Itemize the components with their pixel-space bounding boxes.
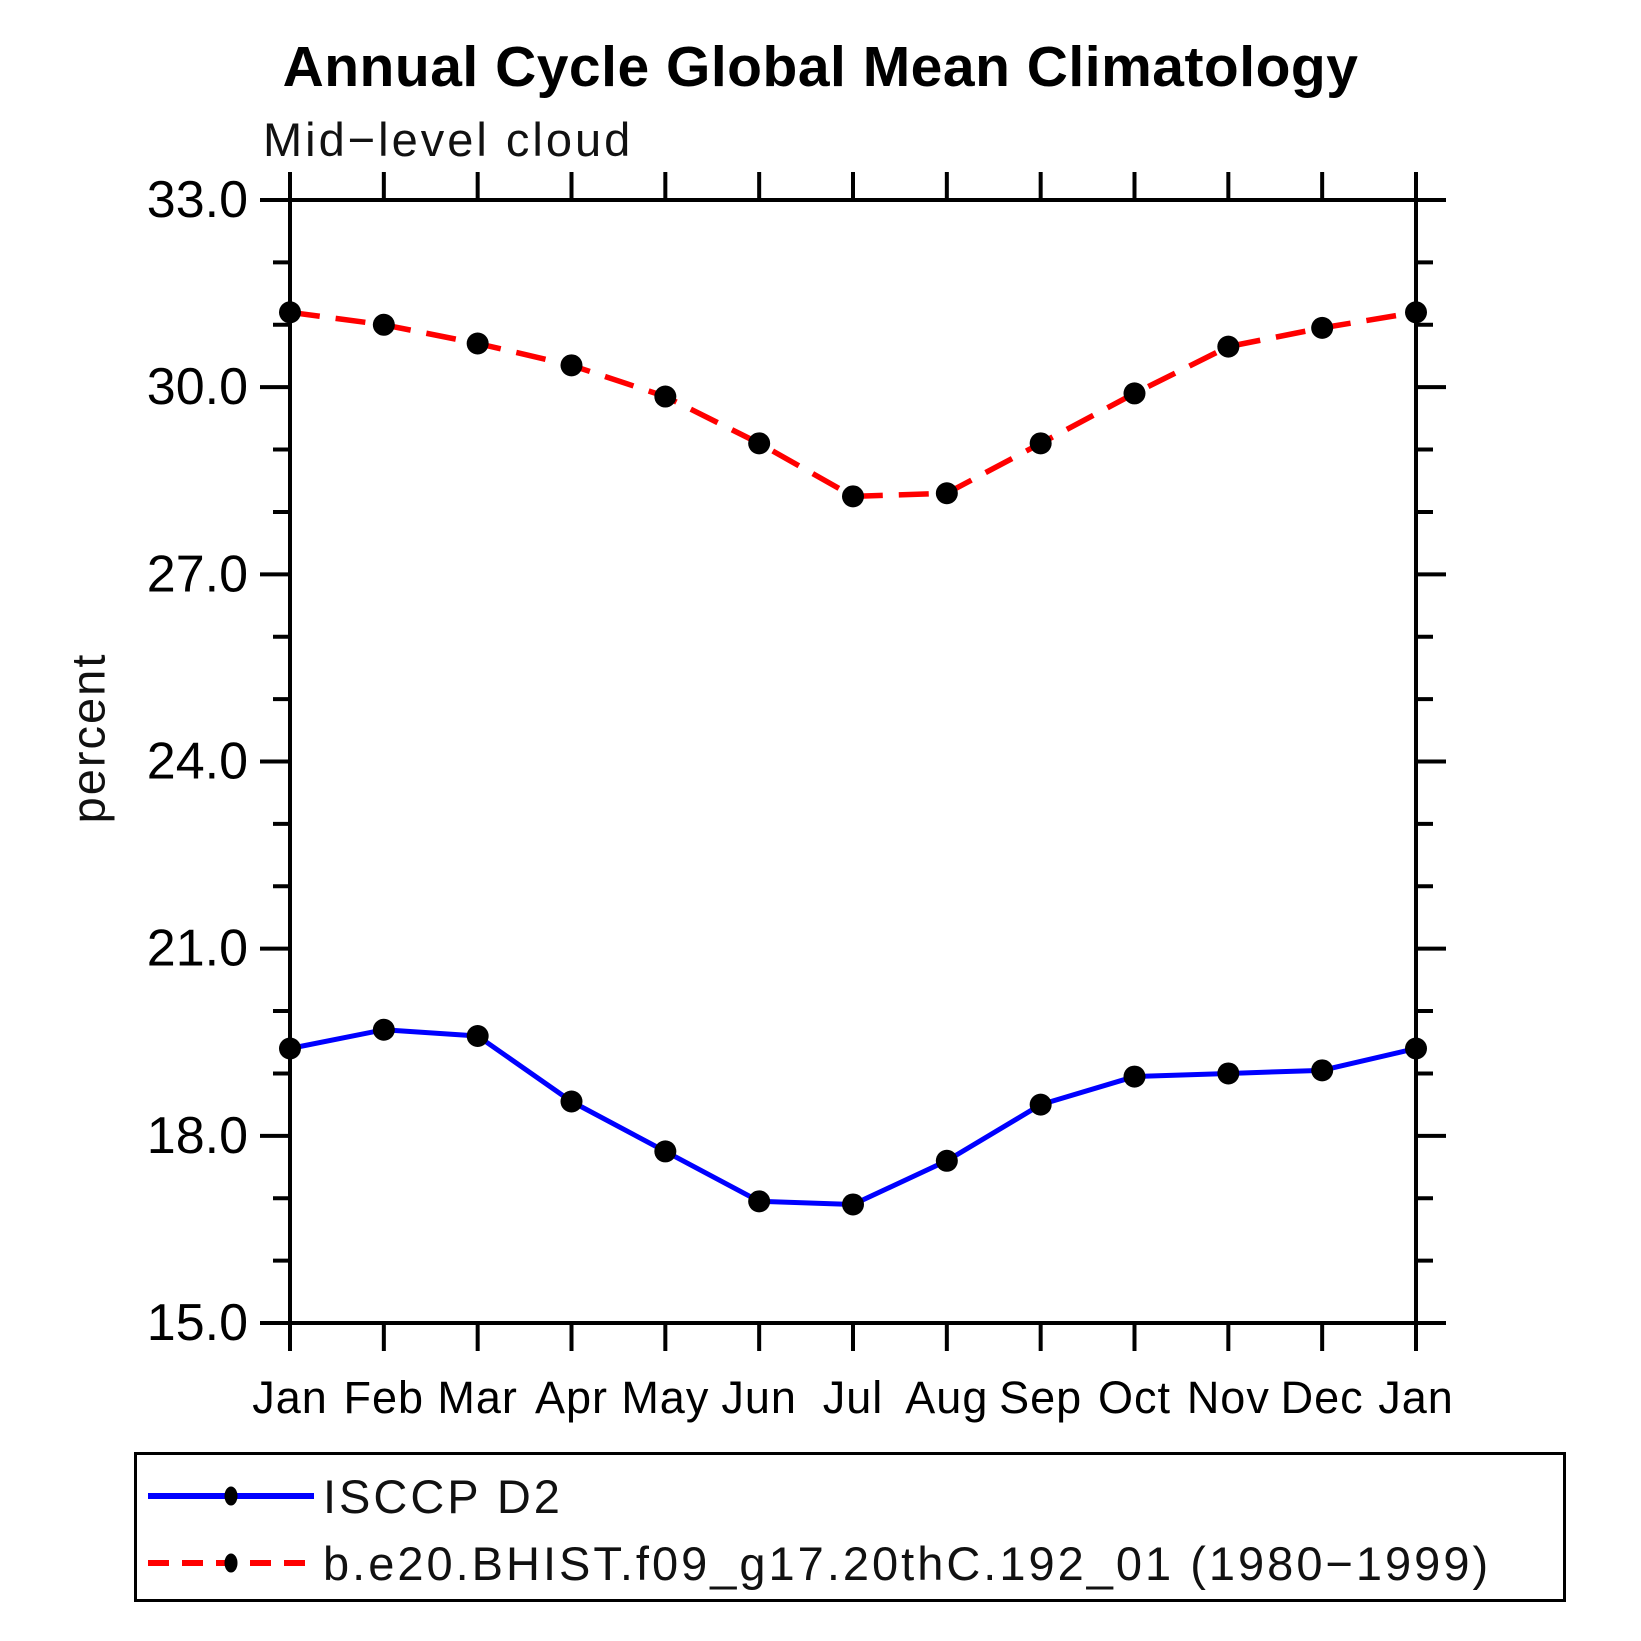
series-line-1 — [289, 309, 1417, 500]
x-tick-label: May — [621, 1372, 709, 1423]
legend-item-model-run: b.e20.BHIST.f09_g17.20thC.192_01 (1980−1… — [145, 1537, 1491, 1590]
x-tick-label: Jul — [823, 1372, 884, 1423]
x-tick-label: Feb — [344, 1372, 425, 1423]
data-point-marker — [560, 1090, 583, 1113]
x-tick-label: Jan — [1378, 1372, 1454, 1423]
legend-sample-line-dashed — [148, 1553, 314, 1573]
data-point-marker — [1029, 432, 1052, 455]
data-point-marker — [466, 1025, 489, 1048]
data-point-marker — [1029, 1093, 1052, 1116]
x-tick-label: Sep — [999, 1372, 1082, 1423]
data-point-marker — [748, 1190, 771, 1213]
y-tick-label: 27.0 — [147, 545, 248, 603]
data-point-marker — [1123, 382, 1146, 405]
y-axis-label: percent — [61, 652, 115, 824]
data-point-marker — [1217, 1062, 1240, 1085]
data-point-marker — [279, 1037, 301, 1060]
data-point-marker — [842, 1193, 864, 1216]
data-point-marker — [372, 1018, 395, 1041]
y-tick-label: 21.0 — [147, 920, 248, 978]
legend-marker — [224, 1553, 238, 1573]
x-tick-label: Oct — [1098, 1372, 1171, 1423]
legend-marker — [224, 1486, 238, 1506]
plot-frame — [288, 198, 1418, 1325]
legend-sample-line-solid — [148, 1486, 314, 1506]
x-tick-label: Mar — [437, 1372, 518, 1423]
data-point-marker — [1405, 301, 1427, 324]
y-tick-label: 33.0 — [147, 171, 248, 229]
data-point-marker — [1311, 316, 1334, 339]
data-point-marker — [466, 332, 489, 355]
data-point-marker — [654, 385, 677, 408]
data-point-marker — [560, 354, 583, 377]
x-tick-label: Jan — [252, 1372, 328, 1423]
x-tick-label: Dec — [1281, 1372, 1364, 1423]
x-tick-label: Jun — [721, 1372, 797, 1423]
data-point-marker — [1217, 335, 1240, 358]
x-tick-label: Aug — [905, 1372, 988, 1423]
data-point-marker — [279, 301, 301, 324]
legend-item-isccp-d2: ISCCP D2 — [145, 1470, 563, 1523]
x-tick-label: Nov — [1187, 1372, 1270, 1423]
data-point-marker — [1123, 1065, 1146, 1088]
legend-label: ISCCP D2 — [323, 1469, 563, 1523]
x-tick-label: Apr — [535, 1372, 608, 1423]
y-tick-label: 24.0 — [147, 733, 248, 791]
data-point-marker — [1311, 1059, 1334, 1082]
chart-subtitle: Mid−level cloud — [263, 113, 634, 166]
legend-label: b.e20.BHIST.f09_g17.20thC.192_01 (1980−1… — [323, 1536, 1492, 1590]
data-point-marker — [372, 313, 395, 336]
chart-title: Annual Cycle Global Mean Climatology — [282, 35, 1359, 99]
series-line-0 — [289, 1027, 1417, 1207]
data-point-marker — [654, 1140, 677, 1163]
data-point-marker — [935, 1149, 958, 1172]
y-tick-label: 30.0 — [147, 358, 248, 416]
data-point-marker — [935, 482, 958, 505]
data-point-marker — [1405, 1037, 1427, 1060]
y-tick-label: 18.0 — [147, 1107, 248, 1165]
data-point-marker — [842, 485, 864, 508]
data-point-marker — [748, 432, 771, 455]
y-tick-label: 15.0 — [147, 1294, 248, 1352]
legend-box: ISCCP D2 b.e20.BHIST.f09_g17.20thC.192_0… — [134, 1452, 1566, 1602]
